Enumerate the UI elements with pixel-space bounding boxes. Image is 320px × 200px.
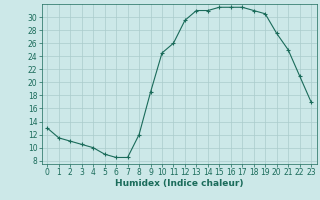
X-axis label: Humidex (Indice chaleur): Humidex (Indice chaleur) bbox=[115, 179, 244, 188]
